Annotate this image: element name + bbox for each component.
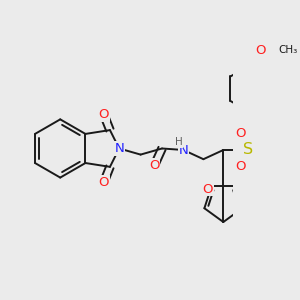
Text: O: O [149,159,160,172]
Text: O: O [256,44,266,57]
Text: O: O [235,160,245,173]
Text: N: N [114,142,124,155]
Text: O: O [235,127,245,140]
Text: O: O [202,182,213,196]
Text: S: S [243,142,253,158]
Text: H: H [175,137,183,147]
Text: N: N [178,143,188,157]
Text: CH₃: CH₃ [278,45,298,56]
Text: O: O [99,176,109,189]
Text: O: O [99,108,109,121]
